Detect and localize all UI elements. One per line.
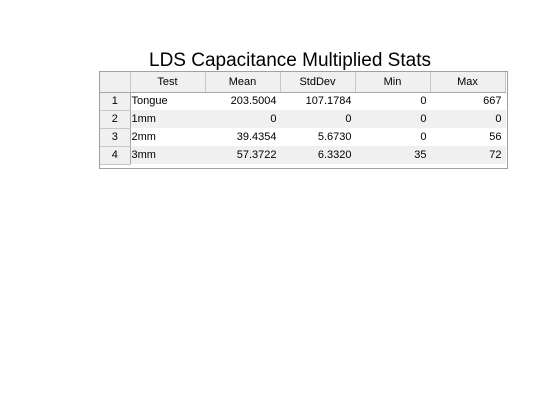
table-row: 1 Tongue 203.5004 107.1784 0 667 (100, 92, 506, 111)
column-header-row: Test Mean StdDev Min Max (100, 72, 506, 93)
cell-max[interactable]: 72 (430, 146, 506, 164)
column-header-stddev[interactable]: StdDev (280, 72, 356, 93)
corner-cell[interactable] (100, 72, 131, 93)
cell-stddev[interactable]: 6.3320 (280, 146, 356, 164)
column-header-min[interactable]: Min (355, 72, 431, 93)
row-header[interactable]: 4 (100, 146, 131, 165)
cell-max[interactable]: 667 (430, 92, 506, 110)
cell-mean[interactable]: 0 (205, 110, 281, 128)
column-header-mean[interactable]: Mean (205, 72, 281, 93)
table-row: 4 3mm 57.3722 6.3320 35 72 (100, 146, 506, 165)
stats-table[interactable]: Test Mean StdDev Min Max 1 Tongue 203.50… (99, 71, 508, 169)
cell-mean[interactable]: 203.5004 (205, 92, 281, 110)
cell-mean[interactable]: 39.4354 (205, 128, 281, 146)
cell-test[interactable]: 3mm (130, 146, 206, 164)
cell-max[interactable]: 56 (430, 128, 506, 146)
table-row: 3 2mm 39.4354 5.6730 0 56 (100, 128, 506, 147)
row-header[interactable]: 2 (100, 110, 131, 129)
row-header[interactable]: 3 (100, 128, 131, 147)
cell-stddev[interactable]: 0 (280, 110, 356, 128)
cell-mean[interactable]: 57.3722 (205, 146, 281, 164)
column-header-test[interactable]: Test (130, 72, 206, 93)
cell-test[interactable]: Tongue (130, 92, 206, 110)
cell-min[interactable]: 0 (355, 92, 431, 110)
figure-title: LDS Capacitance Multiplied Stats (149, 50, 431, 71)
cell-min[interactable]: 35 (355, 146, 431, 164)
table-row: 2 1mm 0 0 0 0 (100, 110, 506, 129)
cell-test[interactable]: 1mm (130, 110, 206, 128)
cell-stddev[interactable]: 107.1784 (280, 92, 356, 110)
cell-min[interactable]: 0 (355, 128, 431, 146)
cell-min[interactable]: 0 (355, 110, 431, 128)
cell-test[interactable]: 2mm (130, 128, 206, 146)
cell-stddev[interactable]: 5.6730 (280, 128, 356, 146)
stats-grid: Test Mean StdDev Min Max 1 Tongue 203.50… (100, 72, 506, 165)
column-header-max[interactable]: Max (430, 72, 506, 93)
cell-max[interactable]: 0 (430, 110, 506, 128)
row-header[interactable]: 1 (100, 92, 131, 111)
